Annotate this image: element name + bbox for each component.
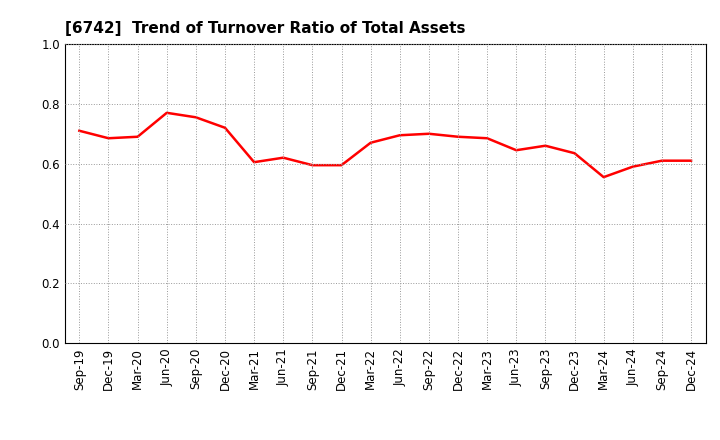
Text: [6742]  Trend of Turnover Ratio of Total Assets: [6742] Trend of Turnover Ratio of Total … bbox=[65, 21, 465, 36]
